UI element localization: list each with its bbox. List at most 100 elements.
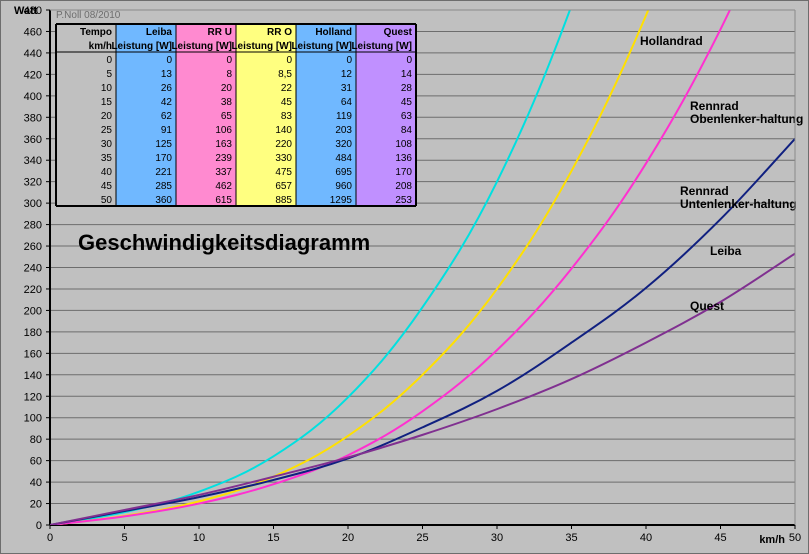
x-tick-label: 50	[789, 532, 801, 544]
y-tick-label: 300	[24, 198, 42, 210]
y-tick-label: 380	[24, 112, 42, 124]
table-header-cell: Tempo	[80, 27, 112, 38]
table-cell: 38	[221, 97, 233, 108]
table-cell: 125	[155, 139, 172, 150]
table-cell: 320	[335, 139, 352, 150]
x-tick-label: 20	[342, 532, 354, 544]
attribution: P.Noll 08/2010	[56, 10, 121, 21]
y-tick-label: 40	[30, 477, 42, 489]
table-cell: 140	[275, 125, 292, 136]
y-tick-label: 420	[24, 69, 42, 81]
table-cell: 695	[335, 167, 352, 178]
table-cell: 615	[215, 195, 232, 206]
table-cell: 40	[101, 167, 113, 178]
table-cell: 484	[335, 153, 352, 164]
table-header-cell: Holland	[315, 27, 352, 38]
y-tick-label: 140	[24, 370, 42, 382]
table-cell: 84	[401, 125, 413, 136]
y-tick-label: 20	[30, 499, 42, 511]
y-tick-label: 80	[30, 434, 42, 446]
y-tick-label: 340	[24, 155, 42, 167]
table-cell: 35	[101, 153, 113, 164]
table-cell: 10	[101, 83, 113, 94]
table-cell: 30	[101, 139, 113, 150]
x-tick-label: 0	[47, 532, 53, 544]
table-header-cell: Leistung [W]	[231, 41, 292, 52]
table-cell: 285	[155, 181, 172, 192]
table-cell: 462	[215, 181, 232, 192]
table-cell: 0	[166, 55, 172, 66]
table-cell: 170	[395, 167, 412, 178]
table-header-cell: Leistung [W]	[291, 41, 352, 52]
table-header-cell: km/h	[89, 41, 112, 52]
y-tick-label: 220	[24, 284, 42, 296]
table-cell: 65	[221, 111, 233, 122]
x-tick-label: 40	[640, 532, 652, 544]
table-cell: 475	[275, 167, 292, 178]
x-axis-label: km/h	[759, 534, 785, 546]
x-tick-label: 5	[121, 532, 127, 544]
y-tick-label: 320	[24, 177, 42, 189]
x-tick-label: 30	[491, 532, 503, 544]
table-header-cell: Leiba	[146, 27, 173, 38]
table-cell: 0	[286, 55, 292, 66]
table-cell: 20	[221, 83, 233, 94]
table-cell: 22	[281, 83, 293, 94]
table-cell: 163	[215, 139, 232, 150]
y-axis-label: Watt	[14, 5, 38, 17]
table-cell: 0	[406, 55, 412, 66]
table-cell: 8,5	[278, 69, 292, 80]
table-cell: 42	[161, 97, 173, 108]
curve-label: Hollandrad	[640, 34, 703, 48]
y-tick-label: 460	[24, 26, 42, 38]
y-tick-label: 120	[24, 391, 42, 403]
y-tick-label: 180	[24, 327, 42, 339]
table-cell: 63	[401, 111, 413, 122]
table-cell: 28	[401, 83, 413, 94]
table-cell: 960	[335, 181, 352, 192]
table-header-cell: Leistung [W]	[351, 41, 412, 52]
x-tick-label: 25	[416, 532, 428, 544]
table-cell: 91	[161, 125, 173, 136]
table-cell: 239	[215, 153, 232, 164]
chart-title: Geschwindigkeitsdiagramm	[78, 230, 370, 255]
y-tick-label: 60	[30, 456, 42, 468]
table-header-cell: RR O	[267, 27, 292, 38]
table-cell: 13	[161, 69, 173, 80]
table-cell: 5	[106, 69, 112, 80]
table-cell: 45	[101, 181, 113, 192]
y-tick-label: 160	[24, 348, 42, 360]
table-header-cell: RR U	[208, 27, 232, 38]
table-cell: 0	[106, 55, 112, 66]
table-cell: 31	[341, 83, 353, 94]
table-cell: 136	[395, 153, 412, 164]
table-cell: 0	[226, 55, 232, 66]
table-cell: 360	[155, 195, 172, 206]
table-cell: 170	[155, 153, 172, 164]
table-cell: 253	[395, 195, 412, 206]
speed-diagram: 0204060801001201401601802002202402602803…	[0, 0, 809, 554]
table-cell: 14	[401, 69, 413, 80]
curve-label: Leiba	[710, 244, 742, 258]
table-cell: 1295	[330, 195, 353, 206]
table-cell: 208	[395, 181, 412, 192]
table-cell: 12	[341, 69, 353, 80]
y-tick-label: 0	[36, 520, 42, 532]
x-tick-label: 10	[193, 532, 205, 544]
table-cell: 45	[401, 97, 413, 108]
table-cell: 108	[395, 139, 412, 150]
y-tick-label: 440	[24, 48, 42, 60]
table-header-cell: Quest	[384, 27, 413, 38]
chart-container: 0204060801001201401601802002202402602803…	[0, 0, 809, 554]
y-tick-label: 280	[24, 220, 42, 232]
table-cell: 0	[346, 55, 352, 66]
table-cell: 657	[275, 181, 292, 192]
y-tick-label: 240	[24, 263, 42, 275]
x-tick-label: 15	[267, 532, 279, 544]
table-cell: 330	[275, 153, 292, 164]
data-table: Tempo Leiba RR U RR O Holland Quest km/h Leistu…	[56, 24, 416, 206]
table-cell: 62	[161, 111, 173, 122]
table-cell: 337	[215, 167, 232, 178]
table-cell: 25	[101, 125, 113, 136]
table-cell: 20	[101, 111, 113, 122]
